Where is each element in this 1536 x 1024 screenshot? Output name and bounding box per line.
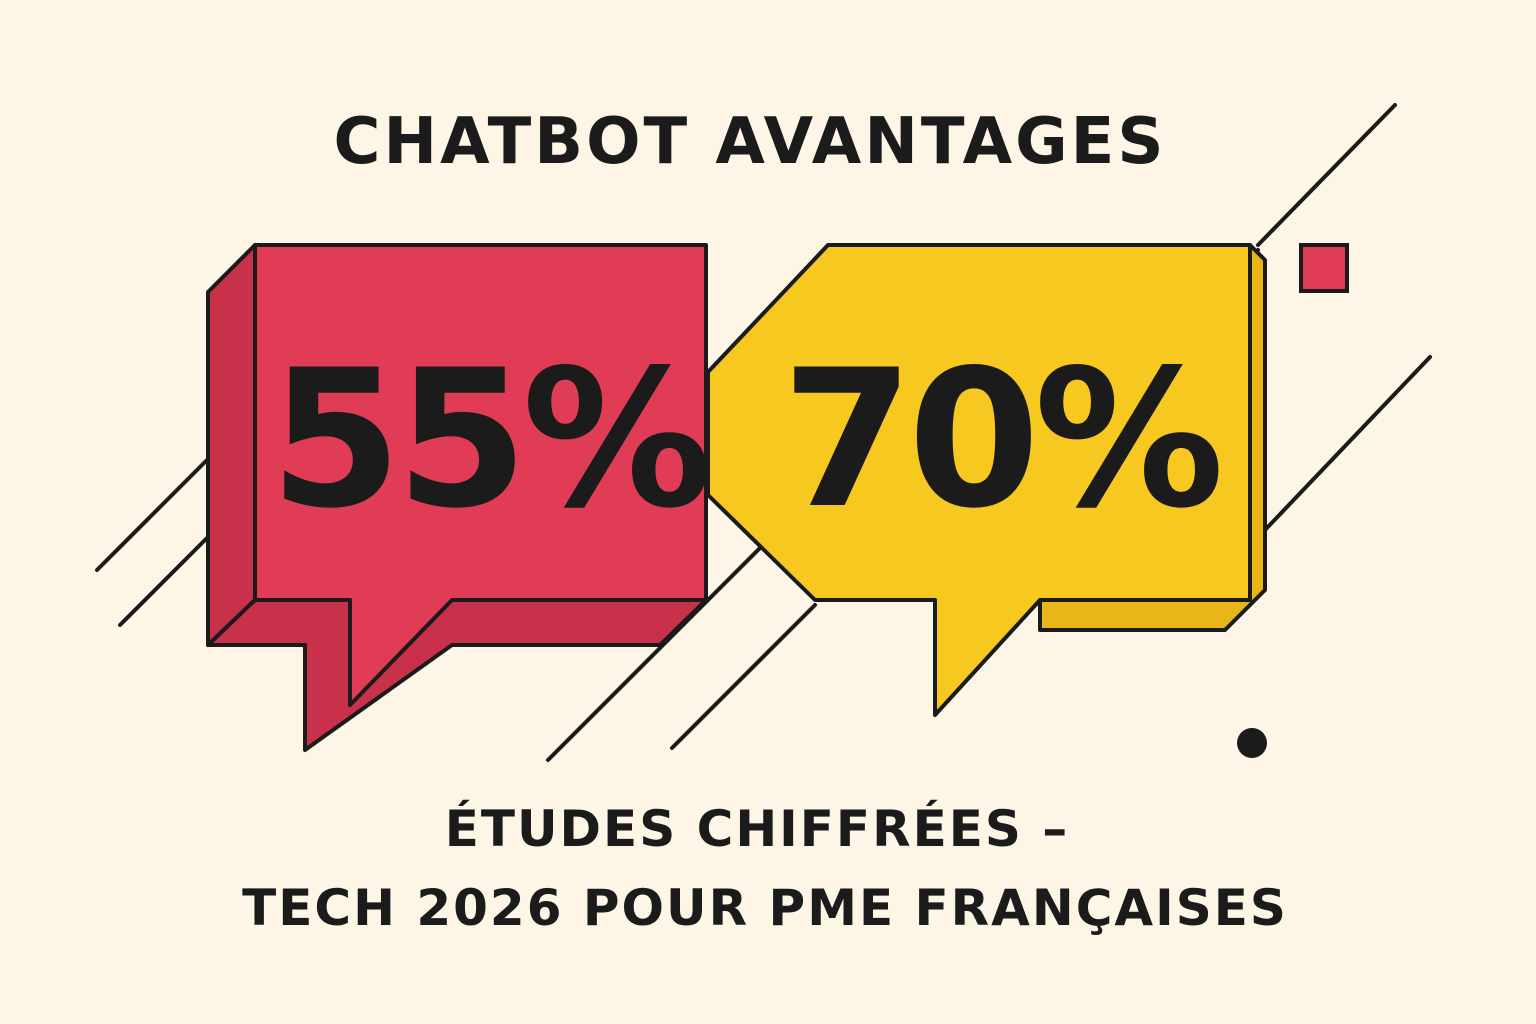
deco-line [95,455,212,572]
subtitle-line: ÉTUDES CHIFFRÉES – [445,799,1070,858]
deco-line [118,533,212,627]
subtitle-line: TECH 2026 POUR PME FRANÇAISES [242,879,1288,937]
stat-value: 55% [270,329,707,550]
deco-line [1263,355,1432,532]
deco-line [1256,103,1397,247]
deco-dot [1237,728,1267,758]
bubble-face [253,243,708,707]
title: CHATBOT AVANTAGES [334,105,1167,179]
bubble-side [206,243,257,647]
stat-value: 70% [782,329,1219,550]
red-bubble: 55% [206,243,713,752]
bubble-face [706,243,1252,717]
deco-line [670,603,817,750]
bubble-side [1038,243,1267,632]
deco-square [1299,243,1349,293]
yellow-bubble: 70% [706,243,1267,717]
